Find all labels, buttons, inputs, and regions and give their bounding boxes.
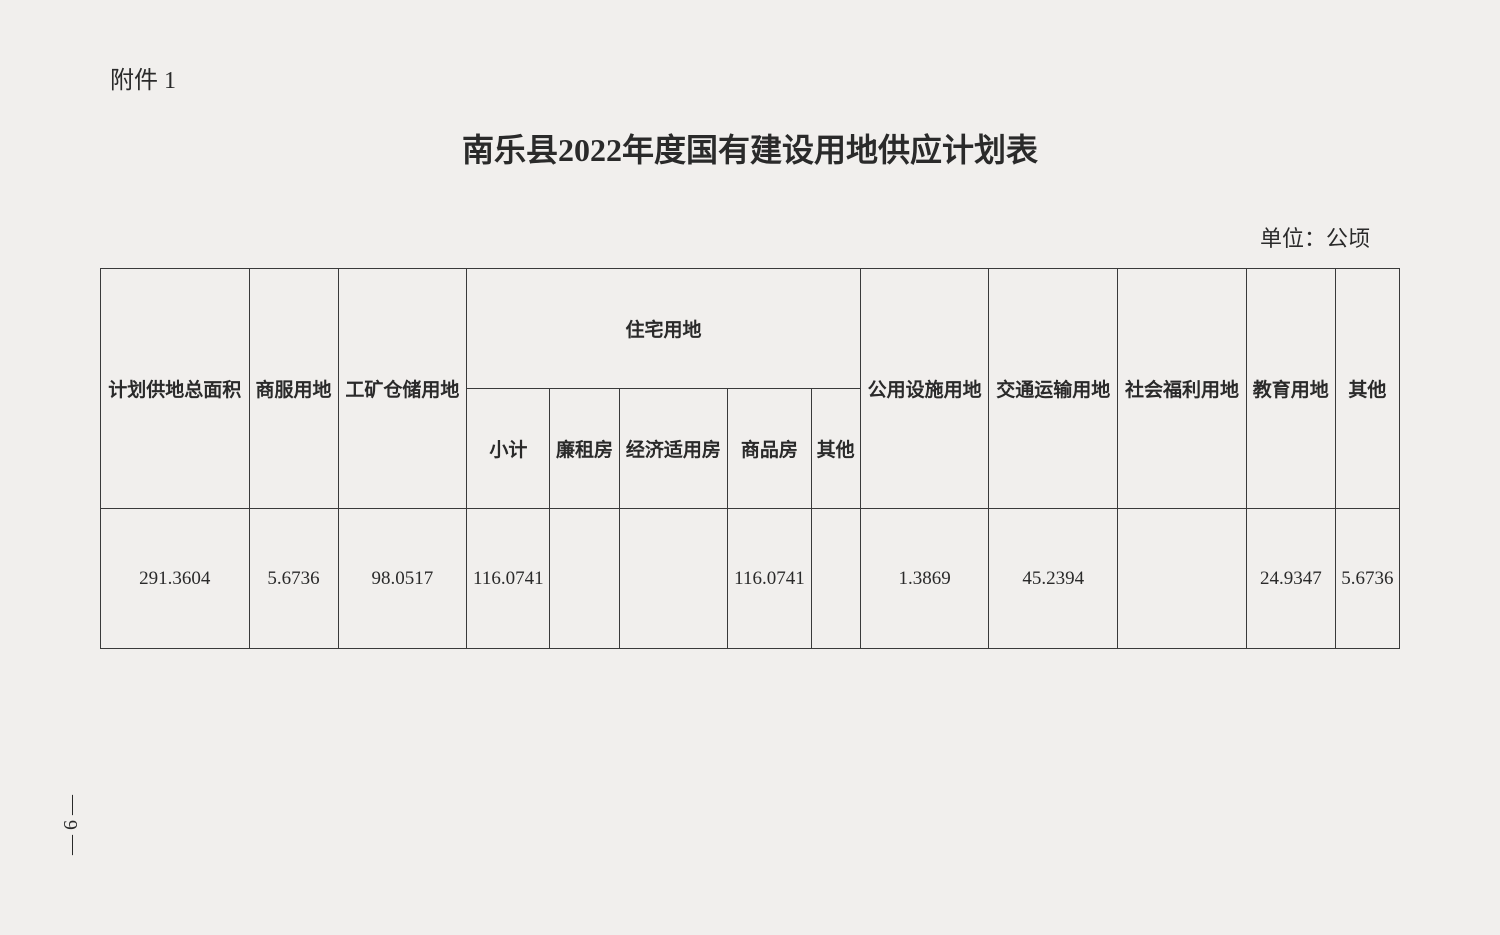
col-header-other: 其他 xyxy=(1335,269,1399,509)
cell-lowrent xyxy=(550,509,619,649)
col-header-public: 公用设施用地 xyxy=(860,269,989,509)
col-subheader-affordable: 经济适用房 xyxy=(619,389,728,509)
cell-total: 291.3604 xyxy=(101,509,250,649)
land-supply-table: 计划供地总面积 商服用地 工矿仓储用地 住宅用地 公用设施用地 交通运输用地 社… xyxy=(100,268,1400,649)
col-header-residential-group: 住宅用地 xyxy=(467,269,861,389)
col-subheader-lowrent: 廉租房 xyxy=(550,389,619,509)
col-header-commercial: 商服用地 xyxy=(249,269,338,509)
col-subheader-subtotal: 小计 xyxy=(467,389,550,509)
col-header-transport: 交通运输用地 xyxy=(989,269,1118,509)
page-number: — 6 — xyxy=(60,795,83,855)
cell-commercial: 5.6736 xyxy=(249,509,338,649)
cell-welfare xyxy=(1118,509,1247,649)
cell-education: 24.9347 xyxy=(1246,509,1335,649)
cell-other: 5.6736 xyxy=(1335,509,1399,649)
col-header-industrial: 工矿仓储用地 xyxy=(338,269,467,509)
col-subheader-resother: 其他 xyxy=(811,389,860,509)
document-title: 南乐县2022年度国有建设用地供应计划表 xyxy=(100,125,1400,171)
cell-commercialhousing: 116.0741 xyxy=(728,509,811,649)
cell-resother xyxy=(811,509,860,649)
col-header-total: 计划供地总面积 xyxy=(101,269,250,509)
cell-affordable xyxy=(619,509,728,649)
unit-label: 单位：公顷 xyxy=(100,221,1400,253)
col-header-education: 教育用地 xyxy=(1246,269,1335,509)
cell-public: 1.3869 xyxy=(860,509,989,649)
table-row: 291.3604 5.6736 98.0517 116.0741 116.074… xyxy=(101,509,1400,649)
cell-industrial: 98.0517 xyxy=(338,509,467,649)
cell-res-subtotal: 116.0741 xyxy=(467,509,550,649)
col-subheader-commercialhousing: 商品房 xyxy=(728,389,811,509)
cell-transport: 45.2394 xyxy=(989,509,1118,649)
attachment-label: 附件 1 xyxy=(110,60,1400,95)
col-header-welfare: 社会福利用地 xyxy=(1118,269,1247,509)
